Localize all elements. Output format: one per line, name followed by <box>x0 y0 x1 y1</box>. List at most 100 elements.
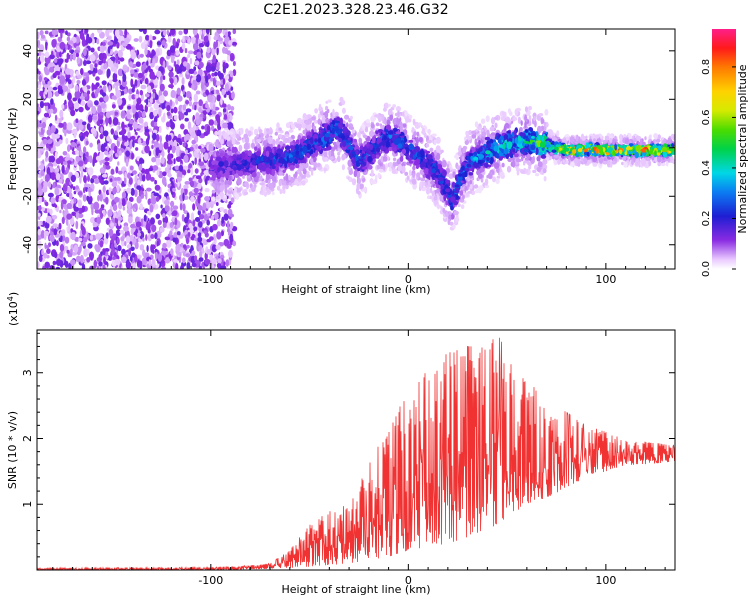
spectrogram-cell <box>71 129 78 135</box>
spectrogram-cell <box>55 172 61 181</box>
spectrogram-cell <box>60 201 64 210</box>
spectrogram-cell <box>167 65 172 71</box>
spectrogram-cell <box>224 184 230 188</box>
spectrogram-cell <box>76 79 81 85</box>
spectrogram-cell <box>192 75 197 81</box>
spectrogram-cell <box>91 206 94 216</box>
spectrogram-cell <box>191 139 196 145</box>
spectrogram-cell <box>271 191 275 196</box>
spectrogram-cell <box>43 77 48 81</box>
spectrogram-cell <box>115 55 119 64</box>
spectrogram-cell <box>91 105 97 115</box>
spectrogram-cell <box>404 111 408 117</box>
spectrogram-cell <box>156 41 162 46</box>
spectrogram-cell <box>183 154 189 163</box>
spectrogram-cell <box>216 231 222 240</box>
spectrogram-cell <box>515 168 522 172</box>
spectrogram-cell <box>148 167 154 172</box>
spectrogram-cell <box>51 39 57 48</box>
spectrogram-cell <box>175 50 180 56</box>
spectrogram-cell <box>210 200 217 205</box>
spectrogram-cell <box>519 127 523 132</box>
spectrogram-cell <box>204 252 208 260</box>
spectrogram-cell <box>41 121 47 129</box>
spectrogram-cell <box>370 115 376 123</box>
spectrogram-cell <box>235 133 240 139</box>
spectrogram-cell <box>118 34 121 44</box>
spectrogram-cell <box>154 179 158 185</box>
spectrogram-cell <box>55 266 60 269</box>
spectrogram-cell <box>113 145 118 153</box>
spectrogram-cell <box>370 123 375 129</box>
spectrogram-cell <box>173 114 178 121</box>
spectrogram-cell <box>159 83 165 92</box>
spectrogram-cell <box>67 92 72 101</box>
spectrogram-cell <box>332 141 337 146</box>
spectrogram-cell <box>176 137 182 143</box>
spectrogram-cell <box>580 133 585 140</box>
spectrogram-cell <box>220 78 224 85</box>
spectrogram-cell <box>42 220 46 225</box>
spectrogram-cell <box>38 70 41 75</box>
spectrogram-cell <box>215 244 221 250</box>
spectrogram-cell <box>168 171 172 178</box>
spectrogram-cell <box>131 94 136 100</box>
spectrogram-cell <box>209 236 214 241</box>
spectrogram-cell <box>232 60 236 67</box>
spectrogram-cell <box>169 78 174 85</box>
spectrogram-cell <box>107 41 114 46</box>
spectrogram-cell <box>197 236 203 243</box>
spectrogram-cell <box>160 156 165 164</box>
spectrogram-cell <box>114 242 117 248</box>
spectrogram-cell <box>154 251 158 260</box>
spectrogram-cell <box>58 117 62 123</box>
spectrogram-cell <box>474 121 479 128</box>
spectrogram-cell <box>173 259 178 263</box>
spectrogram-cell <box>171 145 176 154</box>
spectrogram-cell <box>349 126 355 130</box>
spectrogram-cell <box>538 113 544 117</box>
spectrogram-cell <box>116 237 120 245</box>
spectrogram-cell <box>235 193 240 200</box>
spectrogram-cell <box>40 34 46 39</box>
spectrogram-cell <box>61 104 65 109</box>
spectrogram-cell <box>90 202 95 211</box>
spectrogram-cell <box>37 160 40 168</box>
spectrogram-cell <box>195 175 202 180</box>
spectrogram-cell <box>112 203 118 212</box>
spectrogram-cell <box>356 183 361 191</box>
spectrogram-cell <box>47 192 54 198</box>
spectrogram-cell <box>452 171 456 178</box>
spectrogram-cell <box>170 55 175 60</box>
spectrogram-cell <box>111 95 118 100</box>
spectrogram-cell <box>100 213 103 219</box>
spectrogram-cell <box>172 187 176 193</box>
spectrogram-cell <box>133 100 137 105</box>
spectrogram-cell <box>444 211 449 217</box>
spectrogram-cell <box>198 145 202 150</box>
spectrogram-cell <box>430 180 436 185</box>
spectrogram-cell <box>139 89 144 96</box>
spectrogram-cell <box>243 133 249 140</box>
spectrogram-cell <box>198 161 205 167</box>
spectrogram-cell <box>327 99 332 103</box>
spectrogram-cell <box>379 123 383 127</box>
spectrogram-cell <box>141 110 146 119</box>
spectrogram-cell <box>169 144 172 151</box>
spectrogram-cell <box>466 176 470 181</box>
spectrogram-cell <box>187 50 194 55</box>
spectrogram-cell <box>73 160 78 167</box>
spectrogram-cell <box>203 85 207 92</box>
spectrogram-cell <box>655 139 661 143</box>
spectrogram-cell <box>82 152 86 162</box>
spectrogram-cell <box>138 172 142 181</box>
spectrogram-cell <box>72 186 76 191</box>
spectrogram-cell <box>232 29 237 35</box>
spectrogram-cell <box>198 99 203 107</box>
spectrogram-cell <box>243 142 250 150</box>
spectrogram-cell <box>230 55 234 60</box>
spectrogram-cell <box>98 261 103 267</box>
spectrogram-cell <box>95 155 102 162</box>
spectrogram-cell <box>469 184 473 190</box>
spectrogram-cell <box>193 50 198 55</box>
